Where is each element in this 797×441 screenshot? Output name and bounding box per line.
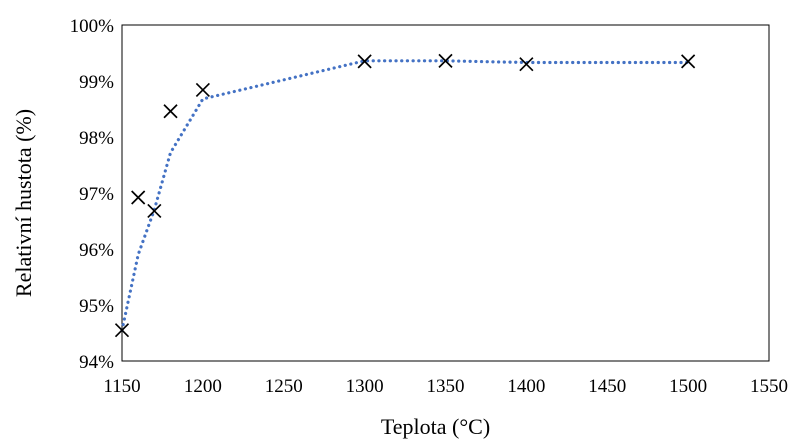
y-tick-label: 97% <box>79 184 114 205</box>
data-point-marker <box>195 82 210 98</box>
marker-stroke <box>438 53 453 68</box>
x-axis-title: Teplota (°C) <box>381 414 490 439</box>
y-axis-title: Relativní hustota (%) <box>11 109 36 297</box>
data-point-marker <box>519 57 534 72</box>
y-tick-label: 96% <box>79 240 114 261</box>
x-tick-label: 1150 <box>103 376 140 397</box>
x-tick-label: 1350 <box>427 376 465 397</box>
marker-stroke <box>114 323 130 338</box>
marker-stroke <box>357 54 372 69</box>
trend-line <box>120 59 690 332</box>
data-point-marker <box>131 190 146 205</box>
data-point-marker <box>163 104 178 119</box>
y-axis-ticks: 94% 95% 96% 97% 98% 99% 100% <box>70 16 115 373</box>
marker-stroke <box>195 82 210 98</box>
marker-stroke <box>131 190 146 205</box>
x-tick-label: 1550 <box>750 376 788 397</box>
marker-stroke <box>681 54 696 69</box>
marker-stroke <box>519 57 534 72</box>
y-tick-label: 98% <box>79 128 114 149</box>
series-layer <box>114 53 696 338</box>
x-tick-label: 1400 <box>507 376 545 397</box>
x-axis-ticks: 1150 1200 1250 1300 1350 1400 1450 1500 1550 <box>103 376 788 397</box>
x-tick-label: 1200 <box>184 376 222 397</box>
marker-stroke <box>147 203 162 219</box>
y-tick-label: 99% <box>79 72 114 93</box>
data-point-marker <box>681 54 696 69</box>
x-tick-label: 1500 <box>669 376 707 397</box>
data-point-marker <box>438 53 453 68</box>
data-point-marker <box>147 203 162 219</box>
y-tick-label: 95% <box>79 296 114 317</box>
x-tick-label: 1250 <box>265 376 303 397</box>
x-tick-label: 1450 <box>588 376 626 397</box>
plot-area-frame <box>121 24 770 362</box>
marker-stroke <box>163 104 178 119</box>
y-tick-label: 94% <box>79 352 114 373</box>
x-tick-label: 1300 <box>346 376 384 397</box>
data-point-marker <box>114 323 130 338</box>
data-point-marker <box>357 54 372 69</box>
y-tick-label: 100% <box>70 16 115 37</box>
